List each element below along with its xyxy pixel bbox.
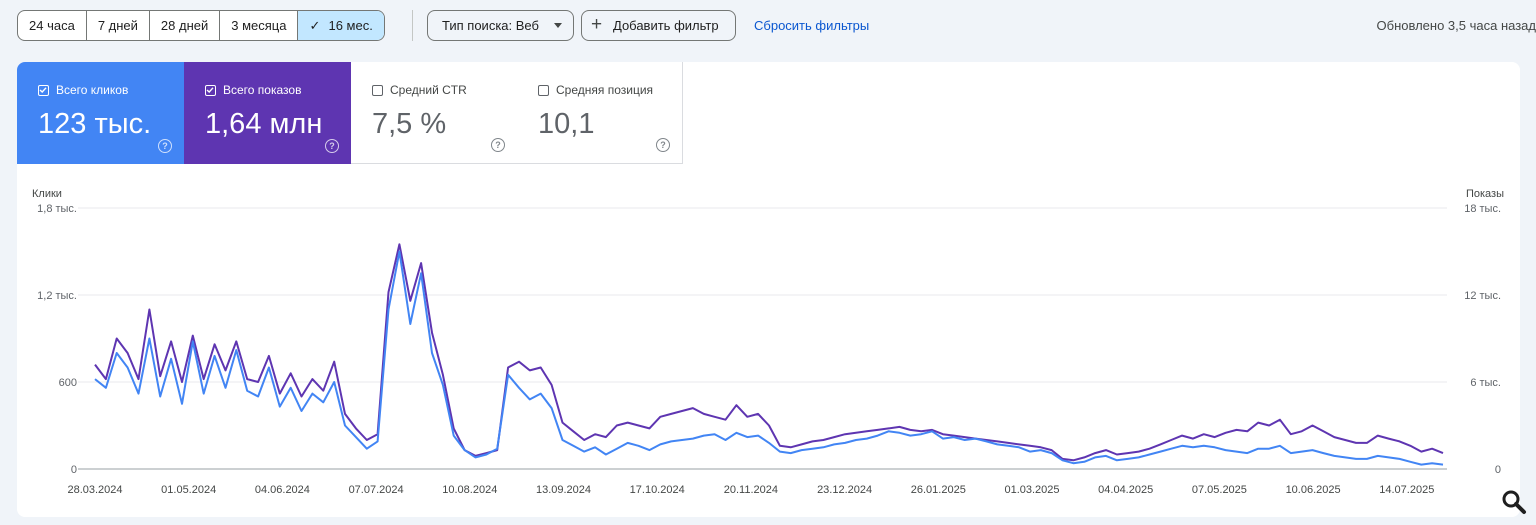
y-left-tick-label: 600: [59, 377, 77, 389]
metric-value: 1,64 млн: [205, 108, 323, 140]
y-left-tick-label: 1,2 тыс.: [37, 290, 77, 302]
search-icon[interactable]: [1500, 488, 1528, 516]
y-left-axis-title: Клики: [32, 188, 62, 200]
metric-average-ctr[interactable]: Средний CTR 7,5 % ?: [351, 62, 518, 164]
series-line-1: [94, 243, 1444, 462]
x-tick-label: 10.06.2025: [1286, 484, 1341, 496]
date-range-label: 3 месяца: [231, 18, 287, 33]
check-icon: ✓: [309, 18, 321, 33]
date-range-0[interactable]: 24 часа: [18, 11, 87, 40]
date-range-label: 24 часа: [29, 18, 75, 33]
x-tick-label: 07.07.2024: [349, 484, 404, 496]
add-filter-label: Добавить фильтр: [613, 18, 719, 33]
x-tick-label: 07.05.2025: [1192, 484, 1247, 496]
toolbar: 24 часа 7 дней 28 дней 3 месяца ✓ 16 мес. Тип…: [17, 10, 1536, 41]
metric-total-impressions[interactable]: Всего показов 1,64 млн ?: [184, 62, 351, 164]
date-range-3[interactable]: 3 месяца: [220, 11, 299, 40]
performance-chart[interactable]: 0 0 600 6 тыс. 1,2 тыс. 12 тыс. 1,8 тыс. 18 тыс…: [17, 62, 1520, 517]
help-circle-icon[interactable]: ?: [491, 138, 505, 152]
x-tick-label: 26.01.2025: [911, 484, 966, 496]
metric-total-clicks[interactable]: Всего кликов 123 тыс. ?: [17, 62, 184, 164]
performance-card: Всего кликов 123 тыс. ? Всего показов 1,…: [17, 62, 1520, 517]
y-right-axis-title: Показы: [1466, 188, 1504, 200]
y-left-tick-label: 0: [71, 464, 77, 476]
x-tick-label: 10.08.2024: [442, 484, 497, 496]
x-tick-label: 01.05.2024: [161, 484, 216, 496]
search-type-dropdown[interactable]: Тип поиска: Веб: [427, 10, 574, 41]
x-tick-label: 04.04.2025: [1098, 484, 1153, 496]
plus-icon: +: [591, 14, 603, 35]
metric-value: 7,5 %: [372, 108, 447, 140]
arrow-drop-down-icon: [554, 23, 562, 28]
checkbox-ctr[interactable]: [372, 85, 383, 96]
search-type-label: Тип поиска: Веб: [442, 18, 539, 33]
add-filter-button[interactable]: + Добавить фильтр: [581, 10, 736, 41]
metric-average-position[interactable]: Средняя позиция 10,1 ?: [517, 62, 683, 164]
checkbox-position[interactable]: [538, 85, 549, 96]
date-range-4[interactable]: ✓ 16 мес.: [298, 11, 384, 40]
last-updated-text: Обновлено 3,5 часа назад: [1376, 18, 1536, 33]
date-range-label: 28 дней: [160, 18, 209, 33]
x-tick-label: 04.06.2024: [255, 484, 310, 496]
help-circle-icon[interactable]: ?: [325, 139, 339, 153]
x-tick-label: 23.12.2024: [817, 484, 872, 496]
metric-label: Всего показов: [223, 83, 302, 97]
x-tick-label: 20.11.2024: [724, 484, 778, 496]
x-tick-label: 28.03.2024: [67, 484, 122, 496]
help-circle-icon[interactable]: ?: [158, 139, 172, 153]
date-range-selector: 24 часа 7 дней 28 дней 3 месяца ✓ 16 мес.: [17, 10, 385, 41]
x-tick-label: 01.03.2025: [1004, 484, 1059, 496]
y-right-tick-label: 18 тыс.: [1464, 203, 1501, 215]
y-left-tick-label: 1,8 тыс.: [37, 203, 77, 215]
help-circle-icon[interactable]: ?: [656, 138, 670, 152]
y-right-tick-label: 12 тыс.: [1464, 290, 1501, 302]
metric-label: Средняя позиция: [556, 83, 654, 97]
metric-label: Всего кликов: [56, 83, 129, 97]
x-tick-label: 13.09.2024: [536, 484, 591, 496]
checkbox-clicks[interactable]: [38, 85, 49, 96]
x-tick-label: 14.07.2025: [1379, 484, 1434, 496]
date-range-label: 7 дней: [97, 18, 138, 33]
checkbox-impressions[interactable]: [205, 85, 216, 96]
date-range-label: 16 мес.: [328, 18, 373, 33]
metric-value: 10,1: [538, 108, 595, 140]
x-tick-label: 17.10.2024: [630, 484, 685, 496]
toolbar-divider: [412, 10, 413, 41]
date-range-2[interactable]: 28 дней: [150, 11, 221, 40]
y-right-tick-label: 6 тыс.: [1470, 377, 1501, 389]
metric-value: 123 тыс.: [38, 108, 152, 140]
metric-label: Средний CTR: [390, 83, 467, 97]
date-range-1[interactable]: 7 дней: [87, 11, 150, 40]
y-right-tick-label: 0: [1495, 464, 1501, 476]
series-line-0: [94, 250, 1444, 466]
reset-filters-link[interactable]: Сбросить фильтры: [754, 18, 870, 33]
